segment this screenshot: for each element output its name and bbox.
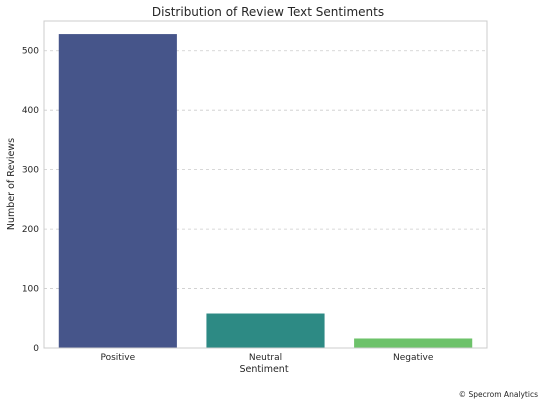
x-axis-label: Sentiment [239, 364, 288, 375]
y-tick-label: 500 [22, 47, 39, 57]
y-tick-labels: 0 100 200 300 400 500 [22, 47, 39, 354]
bars [58, 34, 473, 349]
y-tick-label: 200 [22, 225, 39, 235]
x-tick-label-negative: Negative [393, 353, 434, 363]
plot-frame [43, 20, 488, 349]
y-tick-label: 100 [22, 285, 39, 295]
x-tick-label-neutral: Neutral [249, 353, 282, 363]
bar-positive [58, 34, 177, 349]
bar-negative [354, 338, 473, 348]
x-tick-label-positive: Positive [100, 353, 135, 363]
y-tick-label: 0 [33, 344, 39, 354]
bar-neutral [206, 313, 325, 348]
credit-text: © Specrom Analytics [459, 390, 538, 399]
y-axis-label: Number of Reviews [6, 138, 17, 230]
y-tick-label: 300 [22, 166, 39, 176]
chart-title: Distribution of Review Text Sentiments [152, 5, 384, 19]
y-tick-label: 400 [22, 106, 39, 116]
x-tick-labels: Positive Neutral Negative [100, 353, 433, 363]
